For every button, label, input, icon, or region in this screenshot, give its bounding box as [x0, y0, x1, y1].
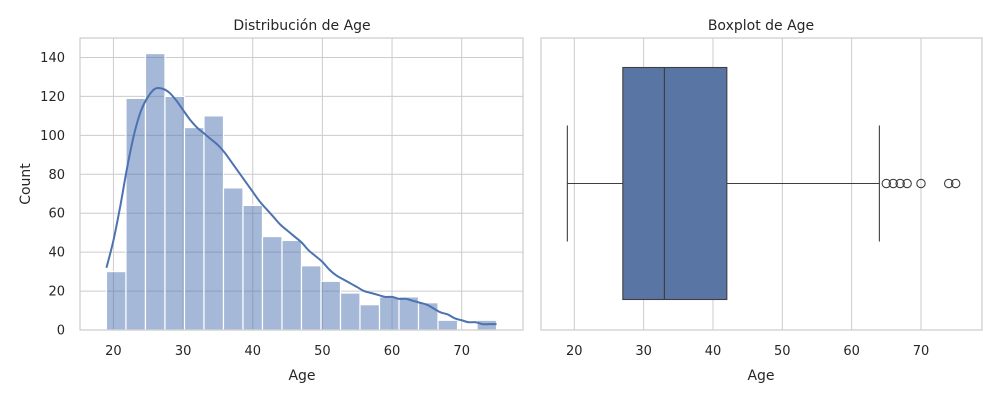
histogram-y-label: Count	[18, 163, 34, 205]
histogram-bar	[417, 302, 439, 331]
y-tick-label: 60	[48, 207, 65, 222]
y-tick-label: 0	[57, 324, 65, 339]
iqr-box	[622, 66, 728, 301]
histogram-bar	[242, 204, 264, 331]
histogram-title: Distribución de Age	[233, 18, 370, 34]
boxplot-frame	[540, 37, 983, 331]
histogram-bar	[222, 187, 244, 331]
histogram-bar	[125, 97, 147, 331]
boxplot-x-label: Age	[747, 368, 774, 384]
histogram-bar	[164, 95, 186, 331]
x-tick-label: 70	[913, 344, 930, 359]
histogram-frame	[79, 37, 524, 331]
y-tick-label: 40	[48, 246, 65, 261]
x-tick-label: 40	[244, 344, 261, 359]
histogram-y-ticks: 0 20 40 60 80 100 120 140	[40, 51, 65, 339]
outlier-point	[888, 178, 898, 189]
x-tick-label: 50	[774, 344, 791, 359]
outlier-point	[881, 178, 892, 189]
histogram-x-label: Age	[288, 368, 315, 384]
histogram-bar	[281, 239, 303, 331]
outlier-point	[916, 178, 926, 189]
boxplot-panel: Boxplot de Age 20 30 40 50 60 70 Age	[540, 18, 983, 384]
outlier-point	[902, 178, 912, 189]
x-tick-label: 20	[566, 344, 583, 359]
outlier-point	[943, 178, 954, 189]
histogram-bar	[359, 304, 381, 331]
y-tick-label: 140	[40, 51, 65, 66]
x-tick-label: 30	[175, 344, 192, 359]
histogram-bar	[105, 271, 127, 331]
histogram-bar	[339, 292, 361, 331]
x-tick-label: 60	[843, 344, 860, 359]
histogram-bar	[261, 235, 283, 331]
x-tick-label: 30	[635, 344, 652, 359]
x-tick-label: 60	[384, 344, 401, 359]
x-tick-label: 70	[453, 344, 470, 359]
histogram-x-ticks: 20 30 40 50 60 70	[105, 344, 470, 359]
histogram-bar	[183, 126, 205, 331]
y-tick-label: 20	[48, 285, 65, 300]
outlier-point	[950, 178, 961, 189]
y-tick-label: 80	[48, 168, 65, 183]
y-tick-label: 120	[40, 90, 65, 105]
histogram-bar	[437, 319, 459, 331]
histogram-bar	[300, 265, 322, 331]
x-tick-label: 20	[105, 344, 122, 359]
x-tick-label: 50	[314, 344, 331, 359]
histogram-bar	[378, 296, 400, 331]
kde-line	[105, 86, 497, 326]
x-tick-label: 40	[705, 344, 722, 359]
boxplot-x-ticks: 20 30 40 50 60 70	[566, 344, 929, 359]
boxplot-box	[566, 66, 961, 301]
boxplot-title: Boxplot de Age	[708, 18, 814, 34]
y-tick-label: 100	[40, 129, 65, 144]
histogram-panel: Distribución de Age 20 30 40 50 60 70 0 20 40 60…	[18, 18, 524, 384]
histogram-bar	[320, 280, 342, 331]
outlier-point	[895, 178, 905, 189]
